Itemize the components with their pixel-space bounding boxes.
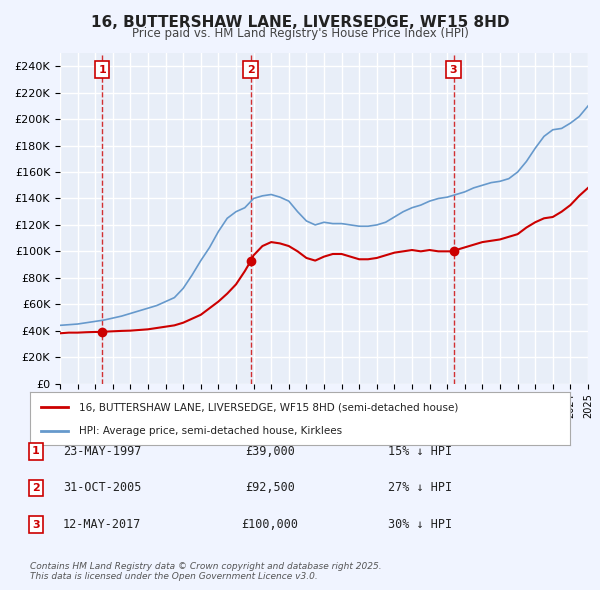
- Text: 30% ↓ HPI: 30% ↓ HPI: [388, 518, 452, 531]
- Text: HPI: Average price, semi-detached house, Kirklees: HPI: Average price, semi-detached house,…: [79, 425, 342, 435]
- Text: £100,000: £100,000: [241, 518, 299, 531]
- Text: £39,000: £39,000: [245, 445, 295, 458]
- Text: 2: 2: [32, 483, 40, 493]
- Text: 31-OCT-2005: 31-OCT-2005: [63, 481, 141, 494]
- Text: 23-MAY-1997: 23-MAY-1997: [63, 445, 141, 458]
- Text: 16, BUTTERSHAW LANE, LIVERSEDGE, WF15 8HD (semi-detached house): 16, BUTTERSHAW LANE, LIVERSEDGE, WF15 8H…: [79, 402, 458, 412]
- Text: 3: 3: [32, 520, 40, 529]
- Text: 1: 1: [32, 447, 40, 456]
- Text: 15% ↓ HPI: 15% ↓ HPI: [388, 445, 452, 458]
- Text: 1: 1: [98, 65, 106, 74]
- Text: 27% ↓ HPI: 27% ↓ HPI: [388, 481, 452, 494]
- Text: £92,500: £92,500: [245, 481, 295, 494]
- Text: Contains HM Land Registry data © Crown copyright and database right 2025.
This d: Contains HM Land Registry data © Crown c…: [30, 562, 382, 581]
- Text: 3: 3: [450, 65, 457, 74]
- Text: 12-MAY-2017: 12-MAY-2017: [63, 518, 141, 531]
- Text: 16, BUTTERSHAW LANE, LIVERSEDGE, WF15 8HD: 16, BUTTERSHAW LANE, LIVERSEDGE, WF15 8H…: [91, 15, 509, 30]
- Text: Price paid vs. HM Land Registry's House Price Index (HPI): Price paid vs. HM Land Registry's House …: [131, 27, 469, 40]
- Text: 2: 2: [247, 65, 254, 74]
